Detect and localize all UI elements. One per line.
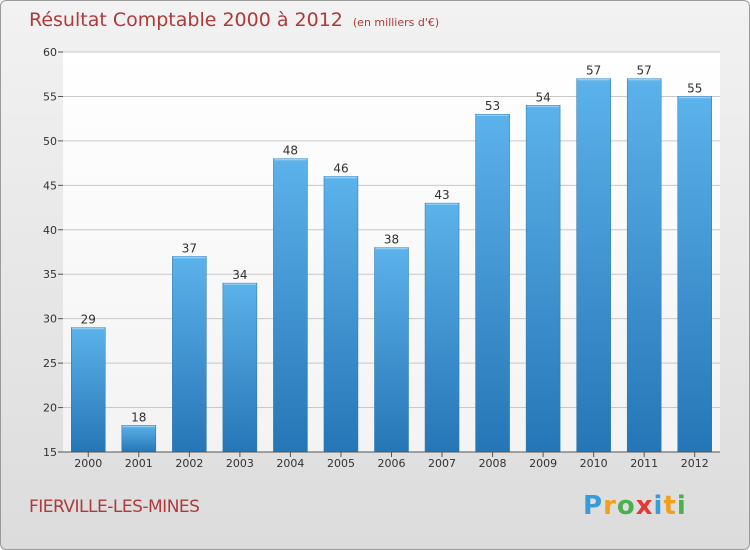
bar (677, 96, 712, 453)
x-tick-label: 2012 (681, 457, 709, 470)
bar (273, 158, 308, 453)
data-label: 38 (384, 233, 399, 247)
logo-letter: P (583, 491, 604, 521)
data-label: 34 (232, 268, 247, 282)
data-label: 54 (535, 90, 550, 104)
chart-title-text: Résultat Comptable 2000 à 2012 (29, 9, 343, 31)
logo-letter: i (676, 491, 687, 521)
y-axis-ticks: 15 20 25 30 35 40 45 50 55 60 (43, 46, 63, 459)
logo-letter: x (635, 491, 654, 521)
data-labels: 29 18 37 34 48 46 38 43 53 54 57 57 55 (81, 64, 703, 425)
y-tick-label: 20 (43, 402, 57, 415)
data-label: 43 (434, 188, 449, 202)
y-tick-label: 50 (43, 135, 57, 148)
logo-letter: i (653, 491, 664, 521)
bar (374, 247, 409, 453)
bar (121, 425, 157, 453)
data-label: 48 (283, 144, 298, 158)
data-label: 57 (637, 64, 652, 78)
y-tick-label: 35 (43, 268, 57, 281)
bar (525, 105, 561, 453)
bar (576, 78, 611, 453)
x-tick-label: 2011 (630, 457, 658, 470)
y-tick-label: 45 (43, 179, 57, 192)
chart-subtitle: (en milliers d'€) (352, 16, 440, 29)
x-tick-label: 2002 (175, 457, 203, 470)
x-tick-label: 2009 (529, 457, 557, 470)
x-tick-label: 2000 (74, 457, 102, 470)
x-tick-label: 2007 (428, 457, 456, 470)
x-tick-label: 2006 (378, 457, 406, 470)
data-label: 29 (81, 313, 96, 327)
bar (626, 78, 662, 453)
bar (424, 202, 460, 453)
logo-letter: r (603, 491, 617, 521)
y-tick-label: 25 (43, 357, 57, 370)
x-tick-label: 2003 (226, 457, 254, 470)
x-tick-label: 2004 (276, 457, 304, 470)
x-tick-label: 2005 (327, 457, 355, 470)
y-tick-label: 15 (43, 446, 57, 459)
data-label: 55 (687, 81, 702, 95)
bar (222, 282, 258, 453)
logo-letter: t (663, 491, 677, 521)
chart-title: Résultat Comptable 2000 à 2012 (en millie… (29, 9, 439, 31)
x-tick-label: 2010 (580, 457, 608, 470)
data-label: 37 (182, 241, 197, 255)
data-label: 57 (586, 64, 601, 78)
y-tick-label: 55 (43, 90, 57, 103)
data-label: 53 (485, 99, 500, 113)
y-tick-label: 40 (43, 224, 57, 237)
x-axis-ticks: 2000 2001 2002 2003 2004 2005 2006 2007 2008 2009… (74, 452, 709, 470)
x-tick-label: 2008 (479, 457, 507, 470)
bar (71, 327, 106, 453)
data-label: 18 (131, 410, 146, 424)
logo-letter: o (616, 491, 636, 521)
bar (172, 256, 207, 453)
x-tick-label: 2001 (125, 457, 153, 470)
y-tick-label: 60 (43, 46, 57, 59)
bar (475, 113, 510, 453)
location-name: FIERVILLE-LES-MINES (29, 497, 200, 517)
data-label: 46 (333, 161, 348, 175)
y-tick-label: 30 (43, 313, 57, 326)
bars (71, 78, 712, 453)
bar (323, 176, 359, 453)
proxiti-logo: Proxiti (583, 491, 687, 521)
